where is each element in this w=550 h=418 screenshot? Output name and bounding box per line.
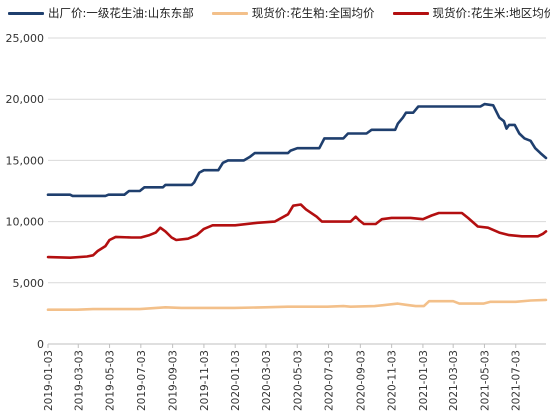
- x-tick-label: 2021-01-03: [418, 350, 430, 411]
- y-tick-label: 10,000: [6, 216, 45, 229]
- x-tick-label: 2019-07-03: [136, 350, 148, 411]
- y-tick-label: 20,000: [6, 93, 45, 106]
- y-tick-label: 0: [37, 338, 44, 351]
- x-tick-label: 2021-05-03: [479, 350, 491, 411]
- x-tick-label: 2021-03-03: [448, 350, 460, 411]
- x-tick-label: 2019-03-03: [73, 350, 85, 411]
- x-tick-label: 2020-11-03: [387, 350, 399, 411]
- x-tick-label: 2020-01-03: [230, 350, 242, 411]
- x-tick-label: 2020-09-03: [355, 350, 367, 411]
- y-tick-label: 25,000: [6, 32, 45, 45]
- x-tick-label: 2019-05-03: [105, 350, 117, 411]
- x-tick-label: 2020-07-03: [324, 350, 336, 411]
- x-tick-label: 2020-05-03: [292, 350, 304, 411]
- x-tick-label: 2021-07-03: [511, 350, 523, 411]
- series-line-0: [48, 104, 546, 196]
- x-tick-label: 2019-11-03: [199, 350, 211, 411]
- y-tick-label: 5,000: [13, 277, 45, 290]
- x-tick-label: 2020-03-03: [261, 350, 273, 411]
- series-line-1: [48, 300, 546, 310]
- x-tick-label: 2019-01-03: [43, 350, 55, 411]
- y-tick-label: 15,000: [6, 154, 45, 167]
- x-tick-label: 2019-09-03: [168, 350, 180, 411]
- series-line-2: [48, 205, 546, 258]
